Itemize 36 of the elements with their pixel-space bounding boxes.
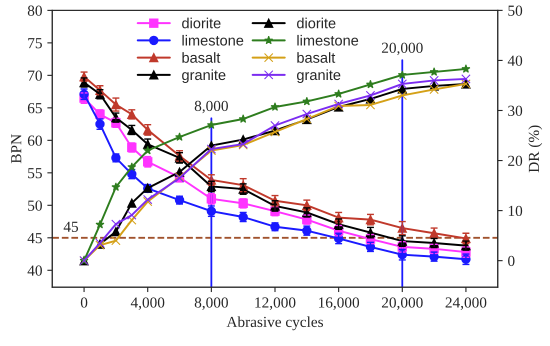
legend-label: granite [182, 69, 226, 83]
y2-tick-label: 20 [508, 156, 522, 166]
legend-label: limestone [297, 34, 358, 46]
y-tick-label: 80 [28, 6, 42, 16]
x-tick-label: 12,000 [255, 297, 296, 310]
y2-tick-label: 10 [508, 206, 522, 216]
ref-line-label: 45 [64, 222, 78, 232]
legend-label: basalt [182, 52, 220, 63]
x-tick-label: 0 [80, 297, 88, 308]
ref-line-label: 8,000 [194, 100, 228, 114]
y-tick-label: 65 [28, 103, 42, 114]
y-tick-label: 45 [28, 233, 42, 244]
y-tick-label: 75 [28, 38, 42, 48]
y-tick-label: 55 [28, 168, 42, 178]
y2-tick-label: 40 [508, 56, 522, 66]
legend-label: diorite [297, 18, 336, 28]
legend-label: basalt [297, 52, 336, 63]
legend-label: diorite [182, 18, 221, 28]
y-tick-label: 60 [28, 135, 42, 146]
x-tick-label: 24,000 [446, 297, 486, 310]
x-tick-label: 8,000 [194, 297, 228, 310]
ref-line-label: 20,000 [382, 42, 423, 56]
y-axis-title: BPN [11, 134, 22, 164]
x-tick-label: 16,000 [318, 297, 360, 310]
x-axis-title: Abrasive cycles [226, 316, 324, 330]
x-tick-label: 4,000 [130, 297, 164, 310]
y2-tick-label: 30 [508, 106, 522, 116]
y-tick-label: 50 [28, 200, 42, 211]
y-tick-label: 40 [28, 265, 42, 276]
y2-tick-label: 50 [508, 6, 522, 16]
legend-label: granite [297, 69, 340, 83]
x-tick-label: 20,000 [382, 297, 423, 310]
y2-axis-title: DR (%) [528, 125, 542, 172]
y-tick-label: 70 [28, 70, 42, 81]
legend-label: limestone [182, 34, 244, 46]
y2-tick-label: 0 [508, 256, 515, 266]
